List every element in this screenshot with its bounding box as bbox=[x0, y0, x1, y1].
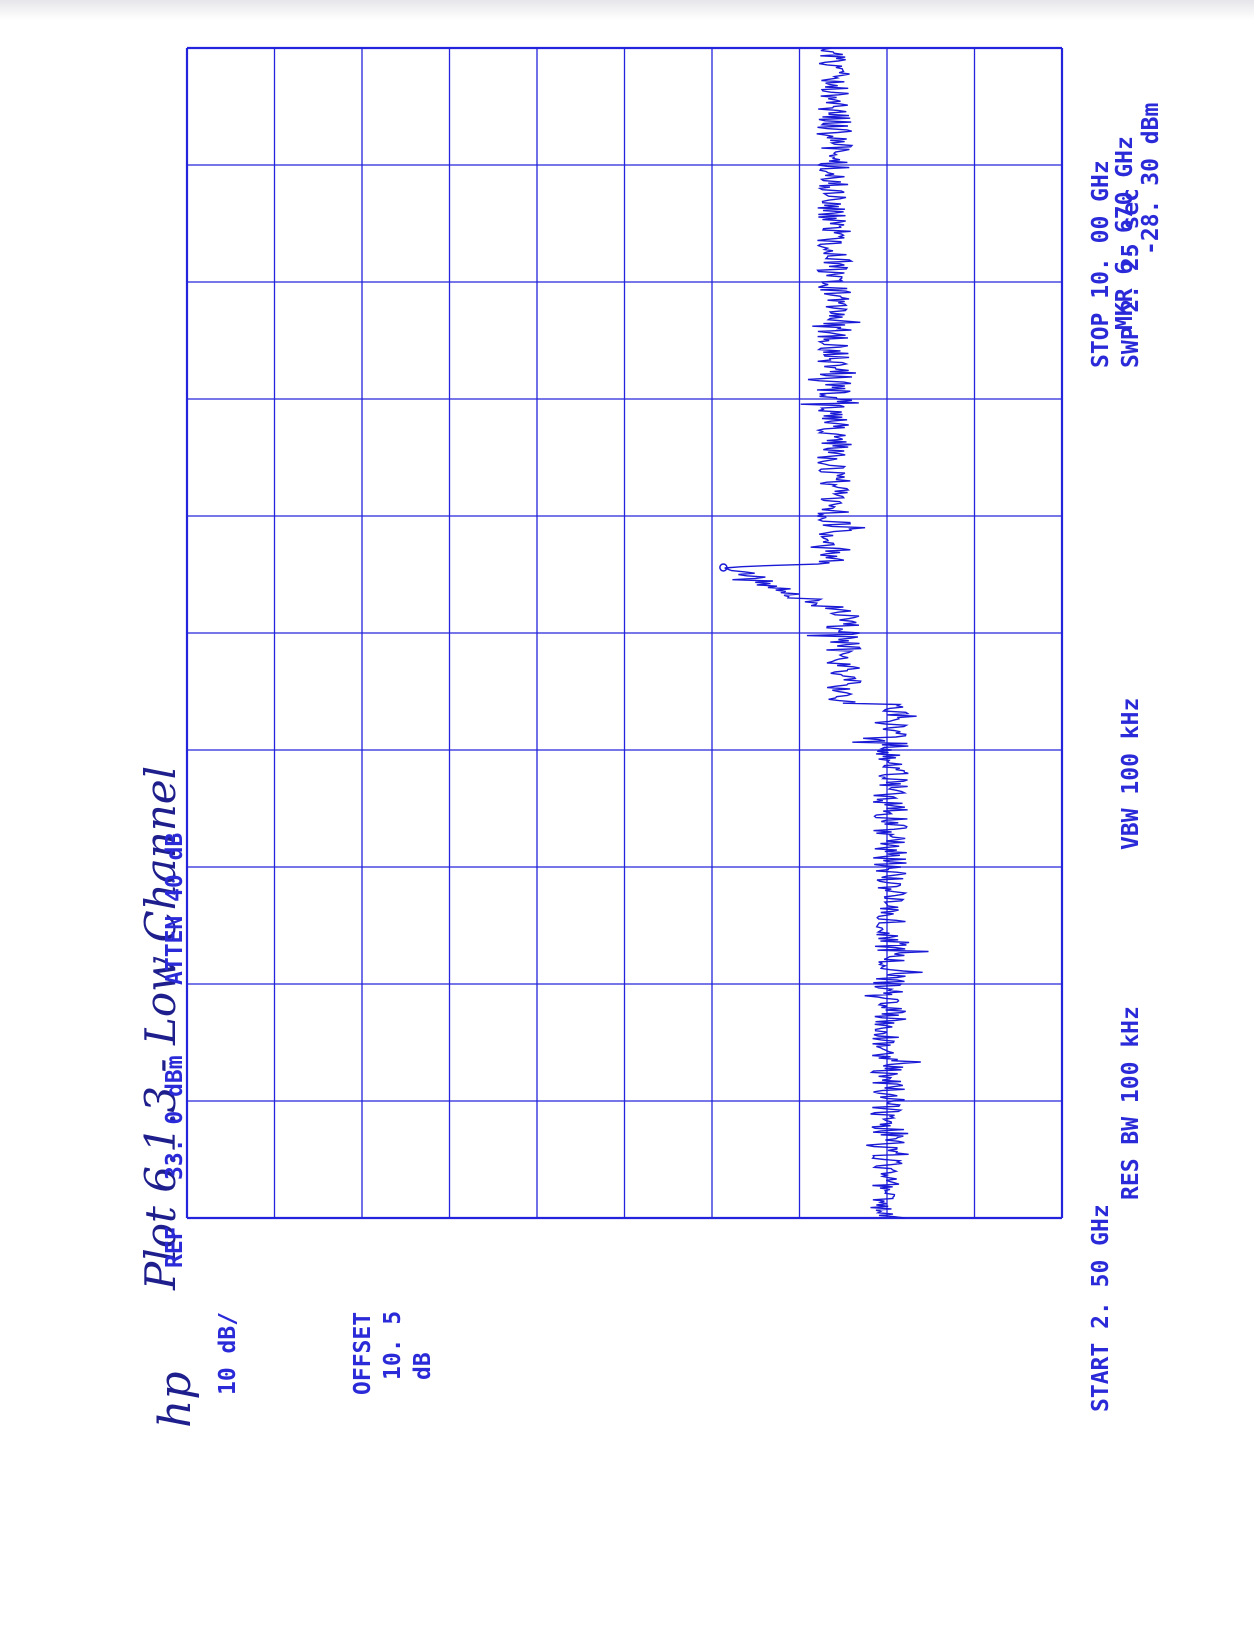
marker-frequency: MKR 6. 670 GHz bbox=[1112, 136, 1138, 330]
offset-label: OFFSET bbox=[350, 1312, 376, 1395]
sweep-time: SWP 2. 25 sec bbox=[1118, 188, 1144, 368]
scan-edge bbox=[0, 0, 1254, 20]
marker-point bbox=[719, 563, 728, 572]
offset-value: 10. 5 bbox=[380, 1311, 406, 1380]
plot-area bbox=[185, 46, 1064, 1220]
ref-label: REF bbox=[162, 1226, 188, 1268]
grid bbox=[185, 46, 1064, 1220]
offset-unit: dB bbox=[410, 1352, 436, 1380]
ref-value: 33. 0 dBm bbox=[162, 1055, 188, 1180]
atten-label: ATTEN 40 dB bbox=[162, 833, 188, 985]
video-bandwidth: VBW 100 kHz bbox=[1118, 698, 1144, 850]
handwritten-title: Plot 6.1.3 - Low Channel bbox=[136, 766, 185, 1291]
resolution-bandwidth: RES BW 100 kHz bbox=[1118, 1006, 1144, 1200]
hp-logo: hp bbox=[150, 1371, 201, 1428]
start-frequency: START 2. 50 GHz bbox=[1088, 1204, 1114, 1412]
marker-level: -28. 30 dBm bbox=[1138, 103, 1164, 255]
scale-label: 10 dB/ bbox=[215, 1312, 241, 1395]
stop-frequency: STOP 10. 00 GHz bbox=[1088, 160, 1114, 368]
spectrum-trace bbox=[724, 47, 929, 1219]
